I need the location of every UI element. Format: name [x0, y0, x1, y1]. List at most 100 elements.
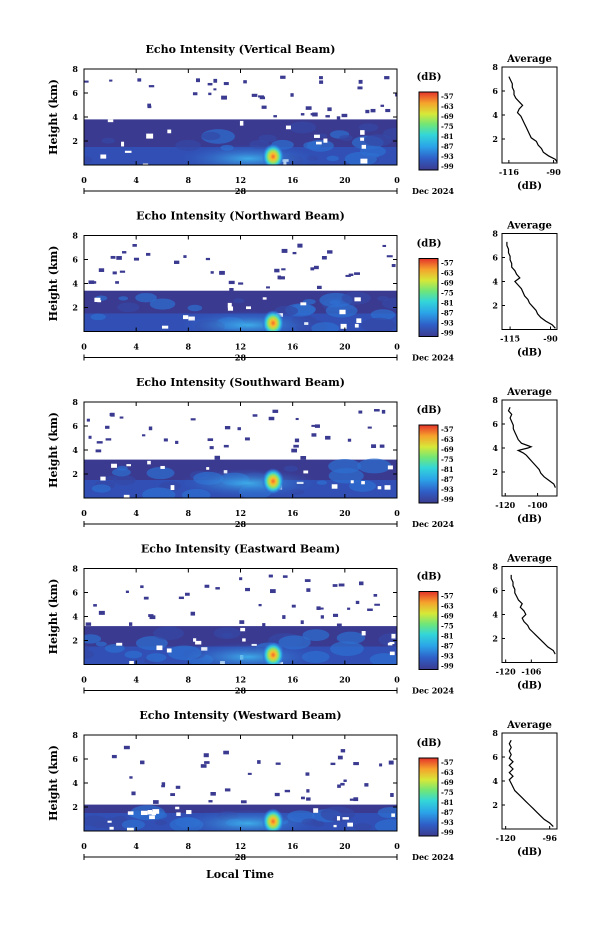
- day-label: 28: [235, 186, 247, 196]
- echo-gap: [186, 810, 192, 815]
- echo-gap: [360, 130, 365, 135]
- x-tick-label: 16: [287, 508, 299, 518]
- echo-patch: [146, 466, 175, 480]
- echo-speckle: [343, 779, 347, 782]
- panel-3: Echo Intensity (Southward Beam) 2 4 6 8 Heigh…: [47, 376, 558, 529]
- echo-speckle: [358, 410, 363, 414]
- echo-speckle: [111, 754, 117, 759]
- echo-speckle: [268, 574, 273, 578]
- avg-x-tick-label: -120: [496, 833, 516, 843]
- echo-gap: [391, 813, 395, 817]
- echo-speckle: [364, 783, 369, 787]
- colorbar-tick-label: -99: [441, 828, 454, 837]
- echo-speckle: [391, 263, 396, 268]
- echo-patch: [330, 641, 364, 657]
- echo-patch: [84, 650, 95, 659]
- date-label: Dec 2024: [412, 519, 454, 529]
- echo-speckle: [210, 791, 216, 796]
- echo-speckle: [325, 435, 331, 440]
- echo-speckle: [327, 107, 332, 112]
- echo-patch: [357, 458, 392, 474]
- echo-speckle: [294, 438, 300, 443]
- echo-speckle: [190, 418, 196, 421]
- echo-gap: [147, 809, 153, 815]
- y-tick-label: 6: [72, 588, 78, 598]
- echo-speckle: [203, 753, 209, 758]
- colorbar-unit: (dB): [417, 405, 442, 416]
- echo-speckle: [390, 793, 394, 797]
- echo-speckle: [125, 590, 129, 594]
- echo-gap: [107, 820, 112, 823]
- echo-speckle: [290, 93, 294, 97]
- panel-title: Echo Intensity (Northward Beam): [136, 210, 345, 223]
- y-tick-label: 4: [72, 279, 78, 289]
- avg-y-tick-label: 4: [492, 443, 498, 453]
- date-label: Dec 2024: [412, 353, 454, 363]
- echo-speckle: [268, 416, 275, 421]
- echo-speckle: [349, 798, 355, 801]
- echo-speckle: [384, 76, 390, 80]
- avg-y-tick-label: 8: [492, 395, 498, 405]
- echo-gap: [387, 642, 393, 646]
- y-tick-label: 6: [72, 421, 78, 431]
- echo-gap: [206, 467, 210, 470]
- x-tick-label: 0: [81, 675, 87, 685]
- y-tick-label: 8: [72, 397, 78, 407]
- echo-gap: [354, 297, 361, 302]
- echo-speckle: [365, 109, 370, 114]
- average-xlabel: (dB): [517, 847, 542, 858]
- echo-speckle: [332, 613, 339, 617]
- echo-speckle: [347, 607, 351, 610]
- echo-speckle: [131, 791, 136, 796]
- colorbar-tick-label: -75: [441, 455, 454, 464]
- echo-patch: [95, 641, 107, 647]
- echo-speckle: [291, 604, 296, 608]
- echo-speckle: [153, 800, 159, 804]
- echo-gap: [323, 138, 328, 143]
- day-label: 28: [235, 686, 247, 696]
- echo-speckle: [355, 600, 360, 605]
- colorbar-tick-label: -69: [441, 612, 454, 621]
- x-tick-label: 8: [186, 342, 192, 352]
- echo-speckle: [116, 256, 122, 260]
- x-tick-label: 0: [394, 342, 400, 352]
- echo-gap: [126, 464, 132, 467]
- echo-speckle: [312, 112, 318, 117]
- x-tick-label: 4: [133, 675, 139, 685]
- colorbar-tick-label: -57: [441, 758, 454, 767]
- avg-y-tick-label: 4: [492, 776, 498, 786]
- colorbar-unit: (dB): [417, 572, 442, 583]
- day-label: 28: [235, 353, 247, 363]
- y-axis-label: Height (km): [47, 745, 60, 821]
- echo-layer: [84, 574, 397, 665]
- echo-speckle: [96, 441, 103, 444]
- echo-speckle: [348, 273, 354, 277]
- echo-speckle: [306, 797, 311, 801]
- echo-gap: [127, 811, 134, 815]
- echo-patch: [364, 134, 392, 147]
- echo-hotspot: [262, 143, 285, 165]
- echo-speckle: [300, 796, 305, 800]
- x-tick-label: 0: [81, 841, 87, 851]
- echo-speckle: [367, 426, 372, 429]
- echo-patch: [258, 134, 277, 143]
- average-profile-line: [507, 406, 556, 488]
- echo-gap: [389, 651, 395, 656]
- avg-y-tick-label: 8: [492, 562, 498, 572]
- echo-speckle: [282, 615, 286, 619]
- echo-patch: [326, 155, 339, 162]
- echo-speckle: [336, 623, 342, 627]
- echo-gap: [246, 306, 252, 310]
- echo-gap: [242, 638, 246, 642]
- x-tick-label: 0: [81, 508, 87, 518]
- average-frame: [501, 233, 558, 330]
- echo-gap: [129, 660, 134, 665]
- echo-patch: [135, 292, 157, 303]
- echo-patch: [84, 815, 108, 827]
- echo-speckle: [229, 287, 234, 292]
- avg-y-tick-label: 4: [492, 110, 498, 120]
- echo-speckle: [284, 789, 291, 793]
- x-tick-label: 0: [394, 841, 400, 851]
- colorbar-tick-label: -99: [441, 662, 454, 671]
